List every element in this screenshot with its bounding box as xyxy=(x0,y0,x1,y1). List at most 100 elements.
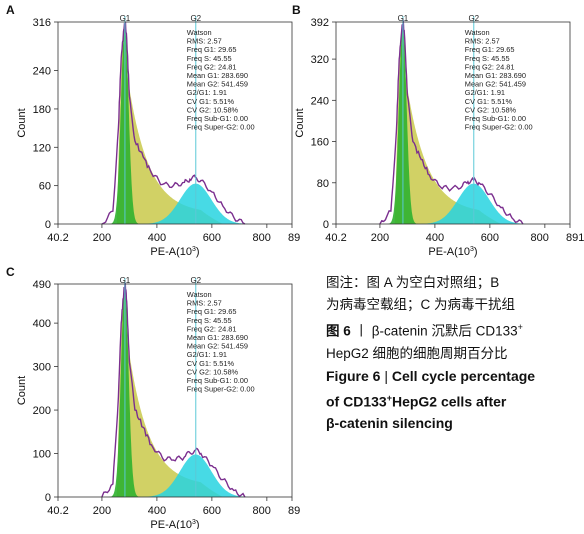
panel-letter-c: C xyxy=(6,265,15,279)
y-tick-label: 160 xyxy=(311,137,329,149)
x-tick-label: 800 xyxy=(530,232,548,244)
stats-line: Freq G1: 29.65 xyxy=(465,45,515,54)
stats-line: G2/G1: 1.91 xyxy=(187,88,227,97)
y-tick-label: 100 xyxy=(33,449,51,461)
y-tick-label: 400 xyxy=(33,318,51,330)
caption-en-superscript: + xyxy=(386,392,392,403)
y-tick-label: 0 xyxy=(323,219,329,231)
stats-line: Freq Super-G2: 0.00 xyxy=(187,385,255,394)
stats-line: Freq G2: 24.81 xyxy=(187,324,237,333)
x-tick-label: 891.5 xyxy=(288,505,300,517)
x-axis-label: PE-A(103) xyxy=(428,246,477,258)
area-s-phase xyxy=(101,41,248,225)
stats-line: G2/G1: 1.91 xyxy=(187,350,227,359)
stats-line: Mean G2: 541.459 xyxy=(187,80,248,89)
stats-line: Watson xyxy=(187,290,212,299)
stats-line: Freq Sub-G1: 0.00 xyxy=(465,114,526,123)
g2-peak-label: G2 xyxy=(468,14,479,23)
area-g2-phase xyxy=(101,183,248,224)
panel-letter-a: A xyxy=(6,3,15,17)
g1-peak-label: G1 xyxy=(398,14,409,23)
stats-line: CV G2: 10.58% xyxy=(187,367,239,376)
y-tick-label: 60 xyxy=(39,181,51,193)
caption-en-title-b-post: HepG2 cells after xyxy=(391,393,507,410)
caption-cn-separator: 丨 xyxy=(354,323,369,339)
y-tick-label: 0 xyxy=(45,492,51,504)
panel-a: A G1G231624018012060040.2200400600800891… xyxy=(0,0,316,258)
x-tick-label: 400 xyxy=(148,232,166,244)
stats-line: RMS: 2.57 xyxy=(465,37,500,46)
area-s-phase xyxy=(379,41,526,225)
stats-line: Freq Sub-G1: 0.00 xyxy=(187,114,248,123)
panel-c: C G1 G2 490 400 300 200 100 0 40.2 200 400 600 800 89… xyxy=(0,262,316,531)
y-axis-label: Count xyxy=(16,376,28,405)
plot-frame xyxy=(57,283,293,498)
x-tick-label: 600 xyxy=(203,505,221,517)
histogram-panel-a: G1G231624018012060040.2200400600800891.5… xyxy=(16,14,316,258)
caption-en-title-a: Cell cycle percentage xyxy=(391,367,536,384)
x-axis-label: PE-A(103) xyxy=(150,519,199,529)
x-tick-label: 200 xyxy=(93,232,111,244)
y-tick-label: 240 xyxy=(33,66,51,78)
y-tick-label: 0 xyxy=(45,219,51,231)
caption-en-title-line-3: β-catenin silencing xyxy=(326,415,453,432)
stats-line: Watson xyxy=(465,28,490,37)
x-tick-label: 800 xyxy=(252,232,270,244)
caption-en-title-line-1: Figure 6 | Cell cycle percentage xyxy=(326,365,576,387)
plot-frame xyxy=(335,21,571,225)
y-tick-label: 320 xyxy=(311,54,329,66)
stats-line: Mean G1: 283.690 xyxy=(187,71,248,80)
g1-peak-label: G1 xyxy=(120,276,131,285)
stats-line: Watson xyxy=(187,28,212,37)
g2-peak-label: G2 xyxy=(190,276,201,285)
g2-peak-label: G2 xyxy=(190,14,201,23)
y-tick-label: 80 xyxy=(317,178,329,190)
area-s-phase xyxy=(101,304,248,497)
caption-cn-superscript: + xyxy=(517,322,523,332)
area-g2-phase xyxy=(379,183,526,224)
area-g1-phase xyxy=(101,288,248,497)
stats-line: Mean G1: 283.690 xyxy=(465,71,526,80)
caption-cn-title-line-1: 图 6 丨 β-catenin 沉默后 CD133+ xyxy=(326,316,576,343)
y-tick-label: 300 xyxy=(33,362,51,374)
x-tick-label: 600 xyxy=(481,232,499,244)
caption-note-line-2: 为病毒空载组；C 为病毒干扰组 xyxy=(326,297,515,312)
stats-line: Freq G1: 29.65 xyxy=(187,307,237,316)
panel-b: B G1 G2 392 320 240 160 80 0 40.2 200 400 600 800 891… xyxy=(290,0,584,258)
stats-line: Freq S: 45.55 xyxy=(187,54,232,63)
x-tick-label: 200 xyxy=(371,232,389,244)
g1-peak-label: G1 xyxy=(120,14,131,23)
stats-line: RMS: 2.57 xyxy=(187,37,222,46)
caption-en-separator: | xyxy=(384,367,388,384)
y-tick-label: 240 xyxy=(311,95,329,107)
y-tick-label: 200 xyxy=(33,405,51,417)
y-tick-label: 316 xyxy=(33,17,51,29)
stats-line: CV G2: 10.58% xyxy=(465,105,517,114)
caption-en-title-b-pre: of CD133 xyxy=(326,393,387,410)
y-tick-label: 120 xyxy=(33,142,51,154)
area-g1-phase xyxy=(379,26,526,224)
stats-line: CV G1: 5.51% xyxy=(187,359,235,368)
x-tick-label: 600 xyxy=(203,232,221,244)
stats-line: Freq Super-G2: 0.00 xyxy=(465,123,533,132)
stats-line: Freq Sub-G1: 0.00 xyxy=(187,376,248,385)
x-tick-label: 40.2 xyxy=(47,505,68,517)
stats-line: Mean G2: 541.459 xyxy=(187,342,248,351)
stats-line: CV G1: 5.51% xyxy=(465,97,513,106)
histogram-curve xyxy=(379,19,524,225)
caption-en-figure-number: Figure 6 xyxy=(326,367,381,384)
histogram-curve xyxy=(101,282,246,498)
stats-line: Mean G1: 283.690 xyxy=(187,333,248,342)
stats-line: G2/G1: 1.91 xyxy=(465,88,505,97)
y-tick-label: 180 xyxy=(33,104,51,116)
x-tick-label: 400 xyxy=(148,505,166,517)
plot-frame xyxy=(57,21,293,225)
stats-line: Freq G2: 24.81 xyxy=(187,62,237,71)
stats-line: CV G1: 5.51% xyxy=(187,97,235,106)
x-tick-label: 800 xyxy=(252,505,270,517)
x-tick-label: 40.2 xyxy=(47,232,68,244)
stats-line: Freq S: 45.55 xyxy=(187,316,232,325)
histogram-curve xyxy=(101,21,246,225)
area-g1-phase xyxy=(101,26,248,224)
y-axis-label: Count xyxy=(16,108,28,137)
